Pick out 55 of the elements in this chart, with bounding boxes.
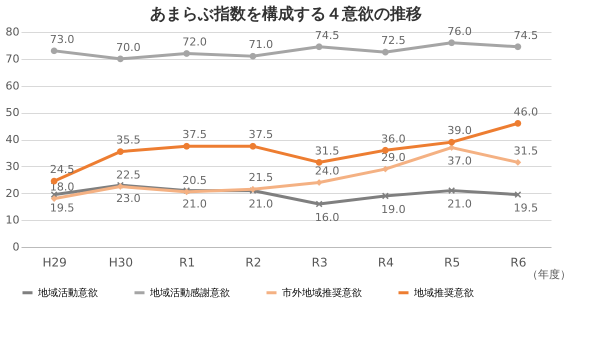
- data-label: 36.0: [381, 132, 406, 146]
- y-tick-label: 50: [6, 106, 20, 120]
- x-tick-label: H30: [108, 256, 134, 270]
- legend-label: 地域活動感謝意欲: [149, 286, 230, 299]
- data-label: 21.0: [447, 198, 472, 211]
- data-label: 16.0: [314, 211, 340, 224]
- y-tick-label: 70: [6, 52, 20, 66]
- data-label: 70.0: [116, 40, 141, 54]
- data-label: 21.0: [248, 198, 274, 211]
- y-tick-label: 30: [6, 160, 20, 173]
- x-tick-label: R1: [179, 256, 196, 270]
- legend-label: 地域活動意欲: [37, 286, 98, 299]
- y-tick-label: 10: [6, 214, 20, 227]
- data-label: 37.5: [182, 128, 207, 142]
- data-label: 37.0: [447, 154, 472, 168]
- x-tick-label: R2: [245, 256, 262, 270]
- data-label: 21.5: [248, 171, 274, 184]
- data-label: 19.5: [514, 202, 538, 215]
- data-label: 72.5: [381, 34, 406, 48]
- data-label: 74.5: [314, 28, 340, 42]
- data-label: 20.5: [182, 174, 207, 187]
- data-label: 29.0: [381, 151, 406, 164]
- y-tick-label: 80: [6, 26, 20, 38]
- data-label: 21.0: [182, 198, 207, 211]
- data-label: 72.0: [182, 36, 207, 48]
- data-label: 22.5: [116, 168, 141, 182]
- text: （年度）: [527, 268, 571, 281]
- data-label: 73.0: [50, 32, 74, 46]
- data-label: 24.5: [50, 163, 74, 176]
- data-label: 18.0: [50, 180, 74, 194]
- chart-title: あまらぶ指数を構成する４意欲の推移: [150, 4, 422, 23]
- data-label: 19.5: [50, 202, 74, 215]
- x-tick-label: R6: [510, 256, 526, 270]
- x-tick-label: R5: [444, 256, 460, 270]
- data-label: 24.0: [314, 164, 340, 178]
- data-label: 74.5: [514, 28, 538, 42]
- y-tick-label: 60: [6, 79, 20, 92]
- data-label: 31.5: [514, 144, 538, 158]
- y-tick-label: 40: [6, 133, 20, 146]
- data-label: 71.0: [248, 38, 274, 52]
- data-label: 39.0: [447, 124, 472, 138]
- data-label: 23.0: [116, 192, 141, 206]
- data-label: 46.0: [514, 105, 538, 118]
- data-label: 35.5: [116, 134, 141, 147]
- x-tick-label: R4: [378, 256, 394, 270]
- x-tick-label: H29: [42, 256, 67, 270]
- legend-label: 地域推奨意欲: [413, 286, 474, 299]
- data-label: 19.0: [381, 202, 406, 216]
- y-tick-label: 0: [12, 240, 20, 254]
- data-label: 31.5: [314, 144, 340, 158]
- data-label: 76.0: [447, 24, 472, 38]
- legend-label: 市外地域推奨意欲: [282, 286, 362, 299]
- data-label: 37.5: [248, 128, 274, 142]
- y-tick-label: 20: [6, 186, 20, 200]
- x-tick-label: R3: [312, 256, 328, 270]
